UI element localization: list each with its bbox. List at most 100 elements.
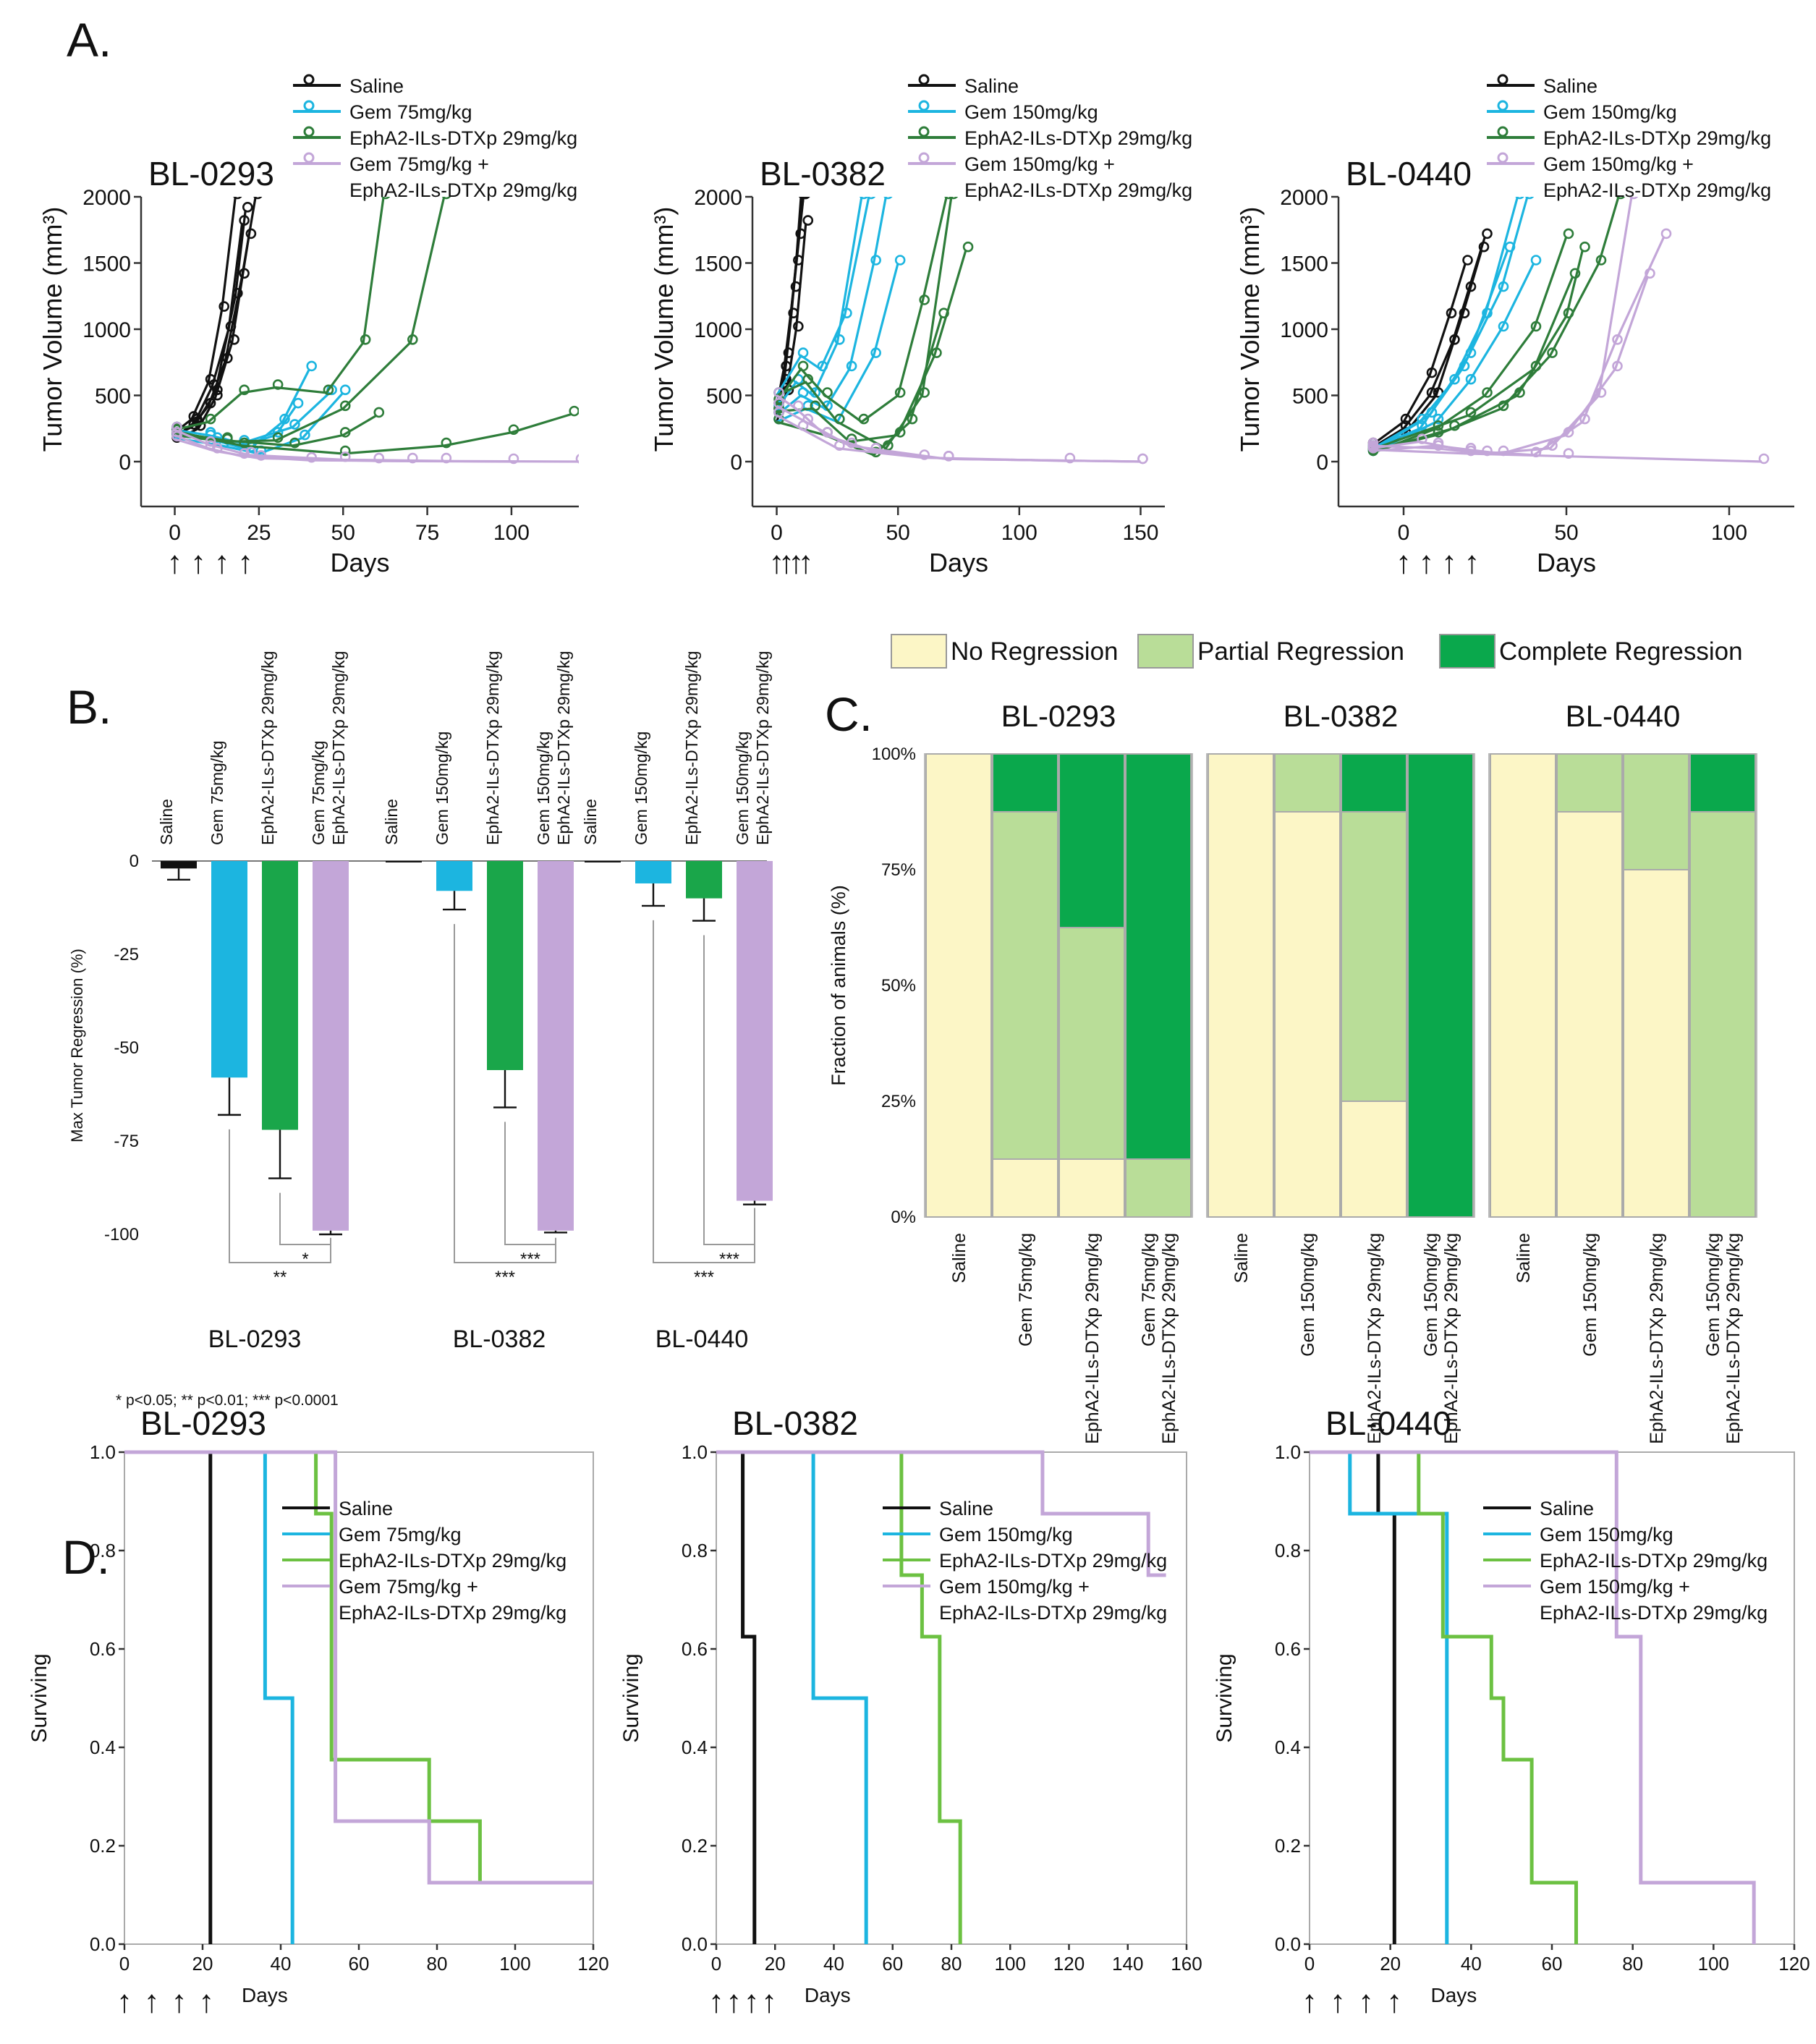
x-tick-label: 120	[1053, 1953, 1085, 1975]
survival-curve-epha2	[716, 1450, 962, 1944]
data-point-combo	[1465, 445, 1477, 457]
x-axis-label: Days	[805, 1984, 851, 2006]
y-tick-label: 0.2	[1275, 1835, 1301, 1857]
legend-marker-saline	[1497, 74, 1509, 85]
data-point-epha2	[239, 437, 250, 449]
data-point-epha2	[205, 413, 216, 425]
data-point-gem	[810, 387, 821, 398]
survival-curve-combo	[1310, 1450, 1756, 1944]
cohort-title: BL-0382	[760, 155, 886, 192]
growth-curve-epha2	[174, 412, 573, 455]
data-point-gem	[1465, 373, 1477, 385]
survival-curve-saline	[716, 1450, 757, 1944]
data-point-combo	[773, 387, 784, 398]
data-point-epha2	[339, 400, 351, 412]
data-point-combo	[407, 452, 418, 464]
data-point-combo	[1660, 228, 1672, 239]
category-label: Gem 150mg/kg	[1580, 1233, 1600, 1357]
legend-marker-gem	[303, 100, 315, 111]
stack-segment-partial-regression	[1689, 811, 1756, 1218]
legend-marker-epha2	[1497, 126, 1509, 137]
stack-segment-complete-regression	[992, 753, 1058, 813]
data-point-gem	[289, 419, 300, 430]
legend-label: EphA2-ILs-DTXp 29mg/kg	[339, 1602, 567, 1624]
x-tick-label: 0	[711, 1953, 721, 1975]
stack-segment-no-regression	[1208, 753, 1274, 1218]
data-point-epha2	[1579, 241, 1590, 253]
data-point-saline	[242, 201, 253, 213]
data-point-saline	[781, 360, 792, 372]
y-tick-label: 1.0	[1275, 1441, 1301, 1463]
growth-curve-gem	[1370, 262, 1535, 455]
significance-bracket	[703, 935, 755, 1245]
dosing-arrow: ↑	[171, 1984, 187, 2019]
data-point-saline	[790, 281, 802, 292]
legend-label: EphA2-ILs-DTXp 29mg/kg	[349, 127, 577, 149]
regression-group-bl-0293: Saline Gem 75mg/kg EphA2-ILs-DTXp 29mg/kg G…	[157, 651, 349, 1353]
data-point-gem	[1515, 197, 1524, 200]
bar-category-label: Gem 75mg/kg	[208, 741, 226, 845]
y-tick-label: 1500	[694, 253, 742, 276]
dosing-arrow: ↑	[214, 545, 230, 580]
cohort-title: BL-0382	[1283, 699, 1399, 733]
legend-label: EphA2-ILs-DTXp 29mg/kg	[1540, 1550, 1768, 1572]
y-tick-label: 0.0	[1275, 1933, 1301, 1955]
dosing-arrow: ↑	[116, 1984, 132, 2019]
data-point-combo	[575, 454, 579, 464]
dosing-arrow: ↑	[1396, 545, 1412, 580]
legend-label: Gem 150mg/kg	[939, 1524, 1073, 1545]
x-tick-label: 0	[771, 521, 783, 545]
legend-swatch	[1137, 634, 1194, 669]
dosing-arrow: ↑	[1464, 545, 1480, 580]
data-point-gem	[883, 197, 893, 200]
x-tick-label: 100	[1001, 521, 1038, 545]
legend-label: EphA2-ILs-DTXp 29mg/kg	[1543, 127, 1771, 149]
bar-category-label: EphA2-ILs-DTXp 29mg/kg	[682, 651, 701, 845]
growth-curve-combo	[1370, 448, 1762, 463]
stack-segment-partial-regression	[1125, 1158, 1192, 1218]
x-tick-label: 60	[882, 1953, 903, 1975]
survival-curve-gem	[1310, 1450, 1449, 1944]
regression-bar-epha2	[262, 861, 298, 1130]
significance-bracket	[229, 1129, 331, 1263]
data-point-gem	[866, 197, 876, 200]
data-point-epha2	[1563, 308, 1574, 319]
significance-stars: ***	[495, 1268, 515, 1287]
y-tick-label: 0	[730, 451, 742, 475]
regression-bar-gem	[211, 861, 247, 1078]
y-tick-label: 1500	[82, 253, 131, 276]
data-point-gem	[1504, 241, 1516, 253]
data-point-epha2	[802, 373, 814, 385]
x-tick-label: 100	[499, 1953, 530, 1975]
growth-curve-gem	[776, 197, 887, 417]
data-point-epha2	[907, 413, 918, 425]
x-tick-label: 100	[1711, 521, 1747, 545]
dosing-arrow: ↑	[1330, 1984, 1346, 2019]
data-point-gem	[870, 255, 881, 266]
bar-category-label: EphA2-ILs-DTXp 29mg/kg	[258, 651, 277, 845]
stack-segment-complete-regression	[1407, 753, 1474, 1218]
data-point-combo	[1547, 440, 1558, 451]
x-tick-label: 140	[1112, 1953, 1143, 1975]
data-point-epha2	[323, 384, 334, 396]
y-tick-label: 0.4	[90, 1736, 116, 1758]
legend-label: EphA2-ILs-DTXp 29mg/kg	[349, 179, 577, 201]
x-tick-label: 100	[493, 521, 530, 545]
data-point-combo	[339, 451, 351, 462]
data-point-combo	[508, 453, 519, 465]
legend-label: Saline	[339, 1498, 393, 1519]
tumor-subplot-bl-0440: 0 500 1000 1500 2000 0 50 100 Days Tumor Volume (…	[1235, 74, 1794, 580]
data-point-epha2	[407, 334, 418, 345]
dosing-arrow: ↑	[198, 1984, 214, 2019]
footnote: * p<0.05; ** p<0.01; *** p<0.0001	[116, 1392, 339, 1409]
category-label: EphA2-ILs-DTXp 29mg/kg	[1647, 1233, 1667, 1444]
significance-stars: ***	[694, 1268, 714, 1287]
legend-marker-saline	[303, 74, 315, 85]
significance-bracket	[279, 1192, 331, 1245]
data-point-saline	[218, 301, 229, 312]
growth-curve-epha2	[174, 197, 385, 431]
data-point-gem	[300, 429, 310, 441]
data-point-epha2	[381, 197, 391, 200]
